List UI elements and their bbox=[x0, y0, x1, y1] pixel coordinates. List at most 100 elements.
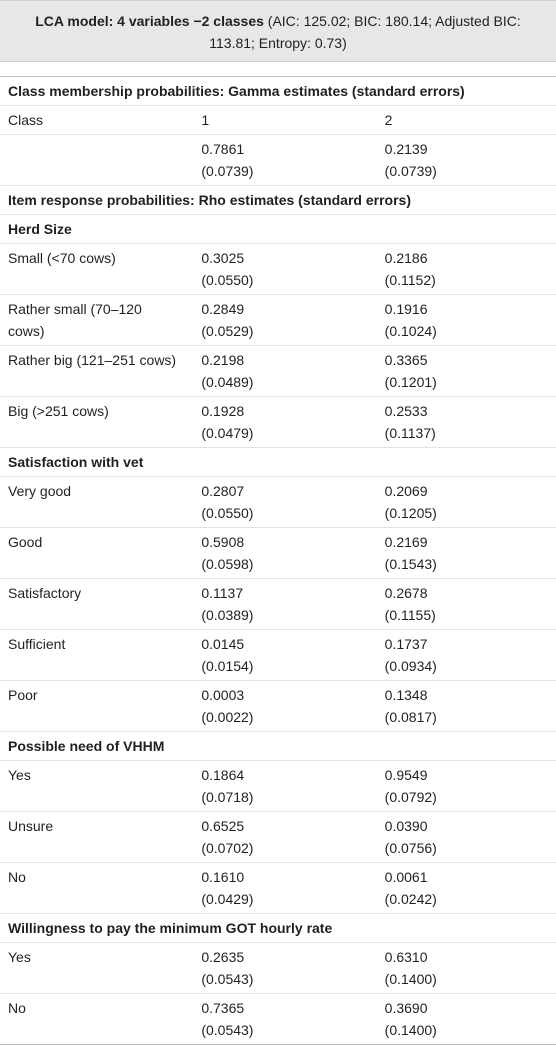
standard-error: (0.1155) bbox=[384, 607, 436, 623]
table-row: Possible need of VHHM bbox=[0, 731, 556, 761]
row-label: Rather big (121–251 cows) bbox=[0, 345, 186, 397]
value-cell: 0.2198 (0.0489) bbox=[185, 345, 371, 397]
estimate: 0.2849 bbox=[201, 301, 245, 317]
sub-heading: Satisfaction with vet bbox=[0, 447, 556, 477]
estimate: 0.2678 bbox=[384, 585, 428, 601]
value-cell: 0.7861 (0.0739) bbox=[185, 134, 371, 186]
standard-error: (0.1400) bbox=[384, 971, 437, 987]
estimate: 0.0061 bbox=[384, 869, 428, 885]
standard-error: (0.1205) bbox=[384, 505, 437, 521]
row-label: Small (<70 cows) bbox=[0, 243, 186, 295]
table-row: No 0.7365 (0.0543) 0.3690 (0.1400) bbox=[0, 993, 556, 1045]
estimate: 2 bbox=[384, 112, 393, 128]
row-label: Unsure bbox=[0, 811, 186, 863]
sub-heading: Herd Size bbox=[0, 214, 556, 244]
sub-heading: Willingness to pay the minimum GOT hourl… bbox=[0, 913, 556, 943]
value-cell: 0.2139 (0.0739) bbox=[370, 134, 556, 186]
value-cell: 0.9549 (0.0792) bbox=[370, 760, 556, 812]
row-label: Satisfactory bbox=[0, 578, 186, 630]
value-cell: 0.2849 (0.0529) bbox=[185, 294, 371, 346]
table-row: No 0.1610 (0.0429) 0.0061 (0.0242) bbox=[0, 862, 556, 914]
standard-error: (0.0756) bbox=[384, 840, 437, 856]
standard-error: (0.0529) bbox=[201, 323, 254, 339]
estimate: 0.0145 bbox=[201, 636, 245, 652]
standard-error: (0.0242) bbox=[384, 891, 437, 907]
standard-error: (0.0817) bbox=[384, 709, 437, 725]
table: Class membership probabilities: Gamma es… bbox=[0, 76, 556, 1045]
value-cell: 0.2186 (0.1152) bbox=[370, 243, 556, 295]
sub-heading: Possible need of VHHM bbox=[0, 731, 556, 761]
table-row: Unsure 0.6525 (0.0702) 0.0390 (0.0756) bbox=[0, 811, 556, 863]
value-cell: 0.1864 (0.0718) bbox=[185, 760, 371, 812]
estimate: 0.6310 bbox=[384, 949, 428, 965]
value-cell: 0.3690 (0.1400) bbox=[370, 993, 556, 1045]
empty-cell bbox=[0, 134, 186, 186]
value-cell: 1 bbox=[185, 105, 371, 135]
row-label: Very good bbox=[0, 476, 186, 528]
table-row: Yes 0.2635 (0.0543) 0.6310 (0.1400) bbox=[0, 942, 556, 994]
value-cell: 0.7365 (0.0543) bbox=[185, 993, 371, 1045]
value-cell: 0.1916 (0.1024) bbox=[370, 294, 556, 346]
standard-error: (0.1400) bbox=[384, 1022, 437, 1038]
value-cell: 0.2635 (0.0543) bbox=[185, 942, 371, 994]
value-cell: 0.3365 (0.1201) bbox=[370, 345, 556, 397]
value-cell: 0.1737 (0.0934) bbox=[370, 629, 556, 681]
estimate: 0.1916 bbox=[384, 301, 428, 317]
table-row: Class 1 2 bbox=[0, 105, 556, 135]
standard-error: (0.0934) bbox=[384, 658, 437, 674]
estimate: 0.3690 bbox=[384, 1000, 428, 1016]
estimate: 0.0390 bbox=[384, 818, 428, 834]
header-title: LCA model: 4 variables −2 classes bbox=[35, 13, 264, 29]
estimate: 0.7861 bbox=[201, 141, 245, 157]
table-row: Very good 0.2807 (0.0550) 0.2069 (0.1205) bbox=[0, 476, 556, 528]
standard-error: (0.1152) bbox=[384, 272, 436, 288]
value-cell: 0.0145 (0.0154) bbox=[185, 629, 371, 681]
value-cell: 0.0061 (0.0242) bbox=[370, 862, 556, 914]
value-cell: 2 bbox=[370, 105, 556, 135]
estimate: 0.2198 bbox=[201, 352, 245, 368]
estimate: 0.1928 bbox=[201, 403, 245, 419]
standard-error: (0.0389) bbox=[201, 607, 254, 623]
estimate: 0.3365 bbox=[384, 352, 428, 368]
standard-error: (0.0543) bbox=[201, 971, 254, 987]
table-row: 0.7861 (0.0739) 0.2139 (0.0739) bbox=[0, 134, 556, 186]
estimate: 0.2807 bbox=[201, 483, 245, 499]
standard-error: (0.0543) bbox=[201, 1022, 254, 1038]
section-heading: Item response probabilities: Rho estimat… bbox=[0, 185, 556, 215]
header-stats: (AIC: 125.02; BIC: 180.14; Adjusted BIC:… bbox=[209, 13, 521, 51]
estimate: 0.5908 bbox=[201, 534, 245, 550]
table-row: Rather big (121–251 cows) 0.2198 (0.0489) 0… bbox=[0, 345, 556, 397]
table-row: Good 0.5908 (0.0598) 0.2169 (0.1543) bbox=[0, 527, 556, 579]
value-cell: 0.1610 (0.0429) bbox=[185, 862, 371, 914]
estimate: 0.2169 bbox=[384, 534, 428, 550]
value-cell: 0.5908 (0.0598) bbox=[185, 527, 371, 579]
estimate: 0.2139 bbox=[384, 141, 428, 157]
estimate: 0.2635 bbox=[201, 949, 245, 965]
standard-error: (0.0479) bbox=[201, 425, 254, 441]
estimate: 0.2069 bbox=[384, 483, 428, 499]
value-cell: 0.2678 (0.1155) bbox=[370, 578, 556, 630]
row-label: Sufficient bbox=[0, 629, 186, 681]
table-row: Yes 0.1864 (0.0718) 0.9549 (0.0792) bbox=[0, 760, 556, 812]
standard-error: (0.1137) bbox=[384, 425, 436, 441]
value-cell: 0.1137 (0.0389) bbox=[185, 578, 371, 630]
value-cell: 0.2169 (0.1543) bbox=[370, 527, 556, 579]
estimate: 0.9549 bbox=[384, 767, 428, 783]
value-cell: 0.2533 (0.1137) bbox=[370, 396, 556, 448]
table-row: Item response probabilities: Rho estimat… bbox=[0, 185, 556, 215]
standard-error: (0.0739) bbox=[201, 163, 254, 179]
estimate: 0.3025 bbox=[201, 250, 245, 266]
row-label: No bbox=[0, 993, 186, 1045]
row-label: Class bbox=[0, 105, 186, 135]
value-cell: 0.0390 (0.0756) bbox=[370, 811, 556, 863]
standard-error: (0.1024) bbox=[384, 323, 437, 339]
table-header: LCA model: 4 variables −2 classes (AIC: … bbox=[0, 0, 556, 62]
estimate: 0.6525 bbox=[201, 818, 245, 834]
row-label: Big (>251 cows) bbox=[0, 396, 186, 448]
table-row: Herd Size bbox=[0, 214, 556, 244]
table-row: Sufficient 0.0145 (0.0154) 0.1737 (0.0934) bbox=[0, 629, 556, 681]
row-label: Yes bbox=[0, 942, 186, 994]
estimate: 0.1864 bbox=[201, 767, 245, 783]
standard-error: (0.0429) bbox=[201, 891, 254, 907]
